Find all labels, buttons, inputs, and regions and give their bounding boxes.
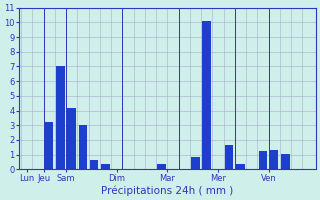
Bar (281, 154, 290, 169)
Bar (270, 150, 278, 169)
Bar (259, 151, 267, 169)
Bar (45, 122, 53, 169)
Bar (90, 160, 99, 169)
X-axis label: Précipitations 24h ( mm ): Précipitations 24h ( mm ) (101, 185, 234, 196)
Bar (191, 157, 200, 169)
Bar (101, 164, 110, 169)
Bar (79, 125, 87, 169)
Bar (203, 21, 211, 169)
Bar (225, 145, 233, 169)
Bar (236, 164, 245, 169)
Bar (68, 108, 76, 169)
Bar (157, 164, 166, 169)
Bar (56, 66, 65, 169)
